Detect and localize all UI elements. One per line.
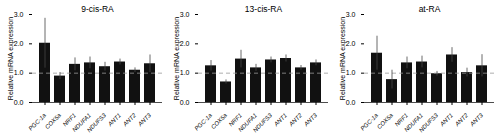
svg-text:NDUFA1: NDUFA1: [71, 112, 93, 134]
svg-text:ANT3: ANT3: [302, 112, 318, 128]
svg-text:2.0: 2.0: [14, 40, 24, 47]
svg-text:COX5a: COX5a: [376, 112, 395, 131]
svg-text:Relative mRNA expression: Relative mRNA expression: [7, 17, 15, 100]
svg-text:PGC-1a: PGC-1a: [359, 112, 379, 132]
svg-text:NDUFS3: NDUFS3: [418, 112, 440, 134]
svg-text:0.0: 0.0: [346, 99, 356, 106]
svg-text:3.0: 3.0: [14, 11, 24, 18]
svg-text:Relative mRNA expression: Relative mRNA expression: [339, 17, 347, 100]
svg-text:1.0: 1.0: [180, 69, 190, 76]
svg-text:at-RA: at-RA: [419, 4, 441, 14]
svg-text:NRF1: NRF1: [61, 112, 78, 128]
svg-text:1.0: 1.0: [346, 69, 356, 76]
svg-text:Relative mRNA expression: Relative mRNA expression: [173, 17, 181, 100]
svg-text:0.0: 0.0: [180, 99, 190, 106]
svg-text:9-cis-RA: 9-cis-RA: [81, 4, 114, 14]
svg-text:COX5a: COX5a: [44, 112, 63, 131]
svg-text:2.0: 2.0: [346, 40, 356, 47]
svg-text:ANT1: ANT1: [106, 112, 122, 128]
svg-text:NDUFA1: NDUFA1: [237, 112, 259, 134]
svg-text:ANT1: ANT1: [438, 112, 454, 128]
svg-text:PGC-1a: PGC-1a: [27, 112, 47, 132]
svg-text:2.0: 2.0: [180, 40, 190, 47]
svg-text:0.0: 0.0: [14, 99, 24, 106]
svg-text:NDUFS3: NDUFS3: [252, 112, 274, 134]
svg-text:1.0: 1.0: [14, 69, 24, 76]
svg-text:NDUFA1: NDUFA1: [403, 112, 425, 134]
svg-text:3.0: 3.0: [180, 11, 190, 18]
svg-text:ANT2: ANT2: [121, 112, 137, 128]
svg-text:ANT2: ANT2: [287, 112, 303, 128]
svg-text:13-cis-RA: 13-cis-RA: [245, 4, 283, 14]
svg-text:3.0: 3.0: [346, 11, 356, 18]
svg-text:ANT3: ANT3: [136, 112, 152, 128]
svg-text:ANT1: ANT1: [272, 112, 288, 128]
svg-text:NRF1: NRF1: [227, 112, 244, 128]
svg-text:NDUFS3: NDUFS3: [86, 112, 108, 134]
svg-text:PGC-1a: PGC-1a: [193, 112, 213, 132]
svg-text:NRF1: NRF1: [393, 112, 410, 128]
svg-text:ANT2: ANT2: [453, 112, 469, 128]
svg-text:COX5a: COX5a: [210, 112, 229, 131]
svg-text:ANT3: ANT3: [468, 112, 484, 128]
